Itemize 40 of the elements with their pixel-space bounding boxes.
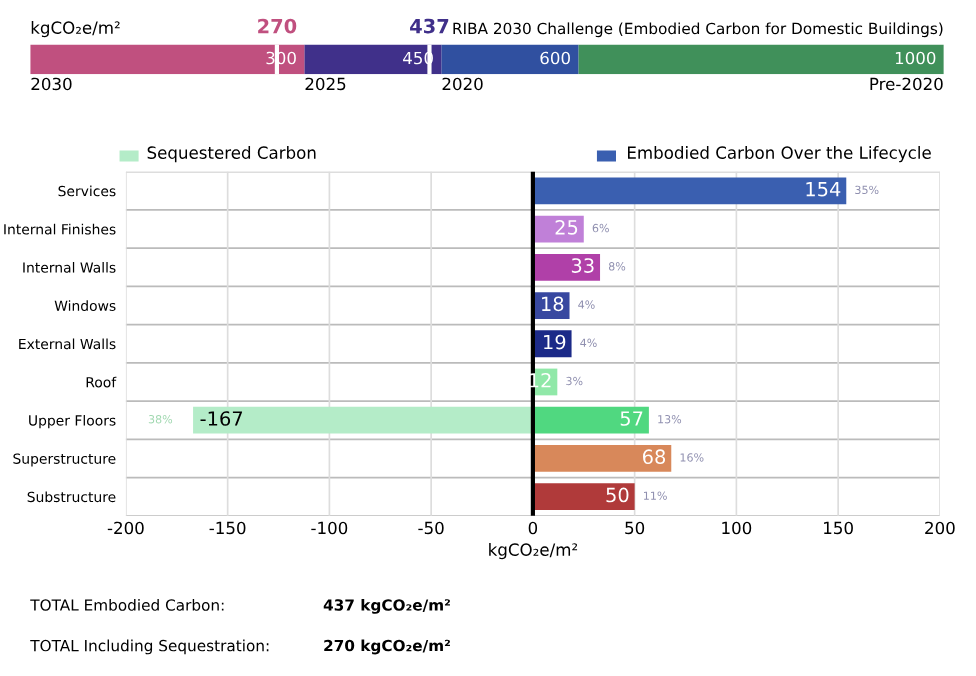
x-tick-label: -150: [209, 521, 246, 535]
x-tick-label: 0: [528, 521, 538, 535]
bar: [532, 445, 672, 472]
data-label: 25: [555, 219, 578, 235]
bar: [304, 44, 442, 75]
x-tick-label: -200: [107, 521, 144, 535]
x-axis-title: kgCO₂e/m²: [489, 543, 578, 560]
x-tick-label: -50: [418, 521, 444, 535]
x-tick-label: 50: [625, 521, 645, 535]
annotation: 1000: [895, 51, 936, 65]
x-tick-label: -100: [311, 521, 348, 535]
data-label: 50: [606, 487, 629, 503]
legend-label: Sequestered Carbon: [147, 146, 316, 163]
data-label: 19: [544, 334, 566, 350]
bar: [30, 44, 305, 75]
bar: [532, 253, 601, 281]
annotation: 2025: [305, 77, 346, 91]
text: kgCO₂e/m²: [31, 21, 120, 38]
x-tick-label: 150: [824, 521, 853, 535]
bar: [532, 177, 847, 205]
data-label: 68: [643, 449, 666, 465]
bar: [441, 44, 579, 75]
annotation: 600: [540, 51, 570, 65]
x-tick-label: 200: [925, 521, 955, 535]
data-label: 33: [571, 258, 594, 273]
ref-line-label: 270: [258, 18, 297, 34]
annotation: 2030: [31, 77, 72, 91]
data-label: 18: [542, 296, 564, 312]
x-tick-label: 100: [722, 521, 752, 535]
bar: [193, 406, 533, 434]
ref-line-label: 437: [410, 18, 449, 34]
annotation: 2020: [442, 77, 483, 91]
annotation: Pre-2020: [870, 77, 943, 91]
bar: [532, 406, 649, 434]
data-label: 154: [806, 182, 841, 197]
bar: [578, 44, 944, 75]
legend-label: Embodied Carbon Over the Lifecycle: [628, 146, 931, 163]
bar: [532, 483, 635, 511]
data-label: 57: [620, 411, 643, 426]
data-label: -167: [200, 411, 243, 426]
